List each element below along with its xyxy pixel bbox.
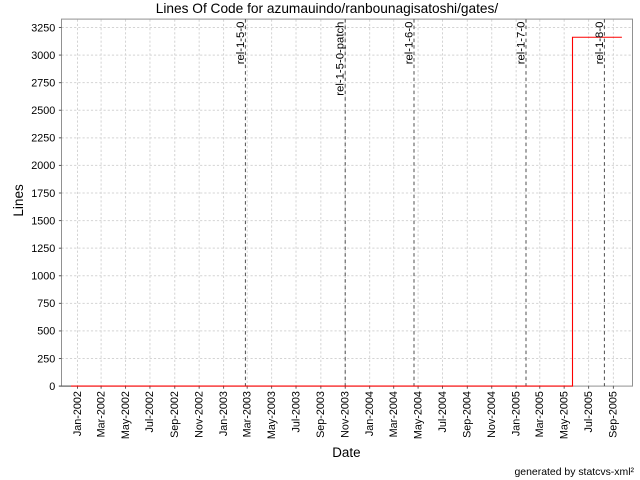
svg-text:2500: 2500 <box>31 105 55 117</box>
svg-text:Sep-2003: Sep-2003 <box>315 391 327 438</box>
svg-text:rel-1-8-0: rel-1-8-0 <box>594 22 606 65</box>
svg-text:May-2002: May-2002 <box>120 391 132 439</box>
svg-text:Jul-2002: Jul-2002 <box>144 391 156 432</box>
svg-text:3250: 3250 <box>31 22 55 34</box>
svg-text:Nov-2003: Nov-2003 <box>340 391 352 438</box>
svg-text:1500: 1500 <box>31 215 55 227</box>
svg-text:1250: 1250 <box>31 243 55 255</box>
svg-text:May-2004: May-2004 <box>412 391 424 439</box>
svg-text:3000: 3000 <box>31 50 55 62</box>
svg-text:2250: 2250 <box>31 133 55 145</box>
svg-text:Jan-2002: Jan-2002 <box>72 391 84 436</box>
svg-text:0: 0 <box>49 381 55 393</box>
svg-text:Sep-2002: Sep-2002 <box>169 391 181 438</box>
svg-text:Lines: Lines <box>11 184 26 217</box>
svg-text:May-2005: May-2005 <box>558 391 570 439</box>
svg-text:Nov-2002: Nov-2002 <box>193 391 205 438</box>
svg-text:Lines Of Code for azumauindo/r: Lines Of Code for azumauindo/ranbounagis… <box>156 1 499 16</box>
svg-text:Sep-2005: Sep-2005 <box>608 391 620 438</box>
svg-text:Jul-2003: Jul-2003 <box>290 391 302 432</box>
svg-text:rel-1-5-0: rel-1-5-0 <box>235 22 247 65</box>
svg-text:Sep-2004: Sep-2004 <box>462 391 474 438</box>
svg-text:1000: 1000 <box>31 271 55 283</box>
svg-text:May-2003: May-2003 <box>266 391 278 439</box>
svg-text:Mar-2004: Mar-2004 <box>388 391 400 437</box>
svg-text:Mar-2005: Mar-2005 <box>534 391 546 437</box>
svg-text:Jan-2003: Jan-2003 <box>218 391 230 436</box>
svg-text:Mar-2003: Mar-2003 <box>241 391 253 437</box>
svg-text:Jan-2004: Jan-2004 <box>364 391 376 436</box>
svg-text:Jul-2004: Jul-2004 <box>437 391 449 432</box>
svg-text:2750: 2750 <box>31 77 55 89</box>
svg-text:750: 750 <box>37 298 55 310</box>
svg-text:generated by statcvs-xml²: generated by statcvs-xml² <box>515 467 635 478</box>
svg-text:Date: Date <box>332 445 360 460</box>
svg-text:rel-1-7-0: rel-1-7-0 <box>516 22 528 65</box>
svg-text:Jan-2005: Jan-2005 <box>510 391 522 436</box>
svg-text:2000: 2000 <box>31 160 55 172</box>
svg-text:500: 500 <box>37 326 55 338</box>
svg-text:rel-1-5-0-patch: rel-1-5-0-patch <box>335 22 347 96</box>
svg-text:Nov-2004: Nov-2004 <box>486 391 498 438</box>
svg-text:250: 250 <box>37 353 55 365</box>
svg-text:Jul-2005: Jul-2005 <box>583 391 595 432</box>
svg-text:1750: 1750 <box>31 188 55 200</box>
svg-text:rel-1-6-0: rel-1-6-0 <box>404 22 416 65</box>
svg-text:Mar-2002: Mar-2002 <box>95 391 107 437</box>
